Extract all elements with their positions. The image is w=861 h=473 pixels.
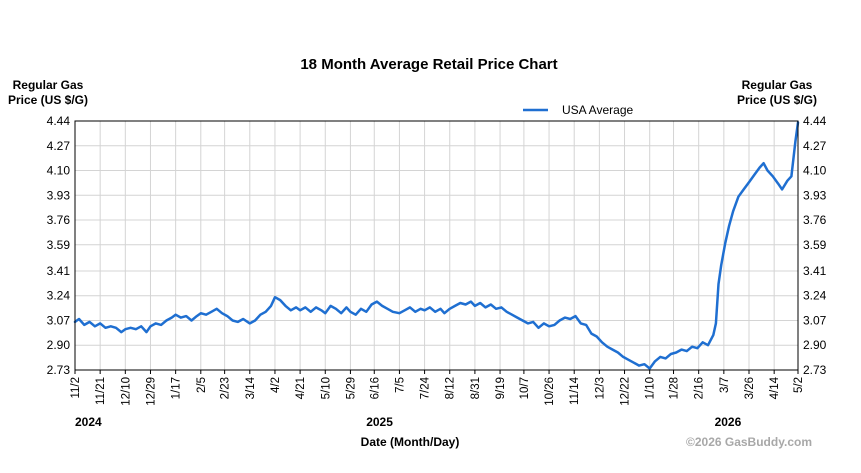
- x-tick-label: 4/14: [769, 376, 781, 399]
- y-tick-label-left: 3.59: [47, 238, 71, 252]
- copyright-text: ©2026 GasBuddy.com: [686, 435, 812, 449]
- series-line-usa-average: [73, 121, 800, 370]
- y-tick-label-right: 3.76: [803, 213, 827, 227]
- y-axis-label-left-line2: Price (US $/G): [8, 93, 88, 107]
- x-tick-label: 4/2: [270, 377, 282, 393]
- x-tick-label: 12/3: [594, 377, 606, 399]
- y-axis-label-right-line1: Regular Gas: [742, 78, 813, 92]
- y-tick-label-right: 3.24: [803, 289, 827, 303]
- x-tick-label: 11/14: [569, 376, 581, 405]
- x-tick-label: 10/26: [544, 377, 556, 406]
- y-tick-label-right: 3.59: [803, 238, 827, 252]
- y-tick-label-right: 3.07: [803, 313, 827, 327]
- year-label: 2026: [715, 415, 742, 429]
- x-tick-label: 1/17: [171, 377, 183, 399]
- y-tick-label-right: 4.10: [803, 164, 827, 178]
- x-axis-label: Date (Month/Day): [361, 435, 460, 449]
- x-tick-label: 3/14: [245, 376, 257, 399]
- x-tick-label: 6/16: [369, 377, 381, 399]
- y-tick-label-right: 2.90: [803, 338, 827, 352]
- x-tick-label: 7/24: [420, 376, 432, 399]
- y-tick-label-left: 4.27: [47, 139, 71, 153]
- y-ticks-left: 2.73 2.90 3.07 3.24 3.41 3.59 3.76 3.93 4.10 4.27…: [47, 114, 71, 377]
- y-tick-label-left: 3.07: [47, 313, 71, 327]
- grid: [74, 120, 799, 371]
- x-tick-label: 2/5: [196, 377, 208, 393]
- chart-title: 18 Month Average Retail Price Chart: [300, 56, 557, 73]
- y-ticks-right: 2.73 2.90 3.07 3.24 3.41 3.59 3.76 3.93 4.10 4.27…: [803, 114, 827, 377]
- x-tick-label: 3/26: [744, 377, 756, 399]
- x-tick-label: 2/23: [220, 377, 232, 399]
- x-ticks: 11/2 11/21 12/10 12/29 1/17 2/5 2/23 3/14 4/2 4/2…: [70, 370, 805, 406]
- y-tick-label-left: 4.10: [47, 164, 71, 178]
- x-tick-label: 3/7: [719, 377, 731, 393]
- x-tick-label: 9/19: [495, 377, 507, 399]
- x-tick-label: 4/21: [295, 377, 307, 399]
- x-tick-label: 12/10: [120, 377, 132, 406]
- y-tick-label-right: 2.73: [803, 363, 827, 377]
- year-label: 2024: [75, 415, 102, 429]
- legend-label-usa-average: USA Average: [562, 103, 633, 117]
- x-tick-label: 7/5: [394, 377, 406, 393]
- y-tick-label-right: 3.41: [803, 264, 827, 278]
- x-tick-label: 11/21: [95, 377, 107, 405]
- y-tick-label-left: 3.24: [47, 289, 71, 303]
- y-tick-label-left: 4.44: [47, 114, 71, 128]
- x-tick-label: 10/7: [519, 377, 531, 399]
- x-tick-label: 11/2: [70, 377, 82, 399]
- y-tick-label-right: 4.44: [803, 114, 827, 128]
- year-labels: 2024 2025 2026: [75, 415, 742, 429]
- y-axis-label-left-line1: Regular Gas: [13, 78, 84, 92]
- plot-frame: [74, 120, 799, 371]
- y-tick-label-left: 2.90: [47, 338, 71, 352]
- y-tick-label-left: 3.41: [47, 264, 71, 278]
- legend: USA Average: [523, 103, 633, 117]
- y-tick-label-left: 3.93: [47, 188, 71, 202]
- y-tick-label-right: 3.93: [803, 188, 827, 202]
- x-tick-label: 12/22: [620, 377, 632, 406]
- y-tick-label-right: 4.27: [803, 139, 827, 153]
- x-tick-label: 1/28: [669, 377, 681, 399]
- x-tick-label: 5/10: [320, 377, 332, 399]
- x-tick-label: 8/31: [470, 377, 482, 399]
- series-layer: [73, 121, 800, 370]
- year-label: 2025: [366, 415, 393, 429]
- y-tick-label-left: 2.73: [47, 363, 71, 377]
- y-axis-label-right-line2: Price (US $/G): [737, 93, 817, 107]
- x-tick-label: 8/12: [445, 377, 457, 399]
- x-tick-label: 5/2: [793, 377, 805, 393]
- x-tick-label: 5/29: [345, 377, 357, 399]
- x-tick-label: 12/29: [145, 377, 157, 406]
- x-tick-label: 2/16: [694, 377, 706, 399]
- y-tick-label-left: 3.76: [47, 213, 71, 227]
- x-tick-label: 1/10: [645, 377, 657, 399]
